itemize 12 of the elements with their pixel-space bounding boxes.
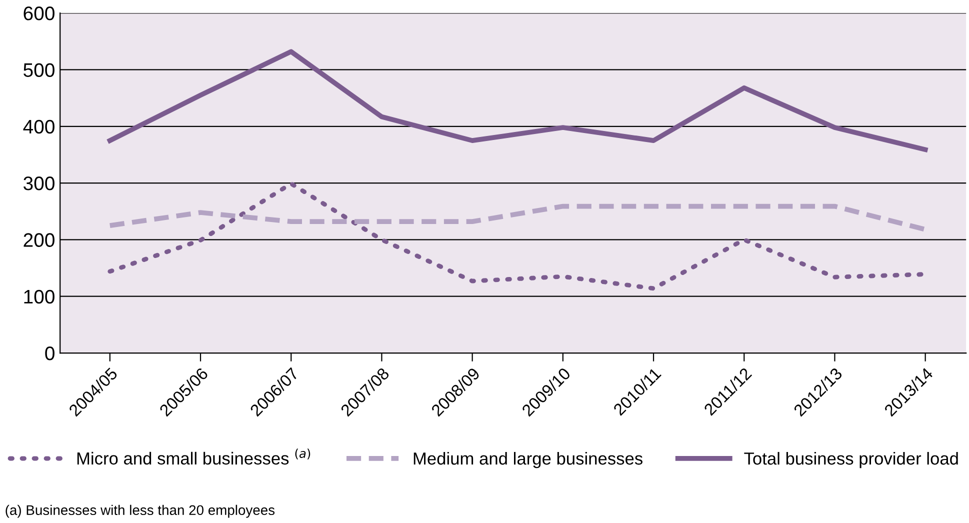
y-tick-label: 100 xyxy=(24,290,54,304)
y-tick-label: 300 xyxy=(24,176,54,190)
y-tick-label: 400 xyxy=(23,120,54,134)
y-tick-label: 0 xyxy=(45,346,54,360)
y-tick-label: 600 xyxy=(24,6,54,20)
legend-label: Micro and small businesses $^{(a)}$ xyxy=(77,448,310,465)
text: (a) Businesses with less than 20 employees xyxy=(6,504,275,518)
line-series xyxy=(107,49,928,152)
legend-label: Medium and large businesses xyxy=(414,452,642,468)
y-tick-label: 200 xyxy=(24,233,54,247)
legend-label: Total business provider load xyxy=(744,452,958,468)
y-tick-label: 500 xyxy=(24,63,54,77)
